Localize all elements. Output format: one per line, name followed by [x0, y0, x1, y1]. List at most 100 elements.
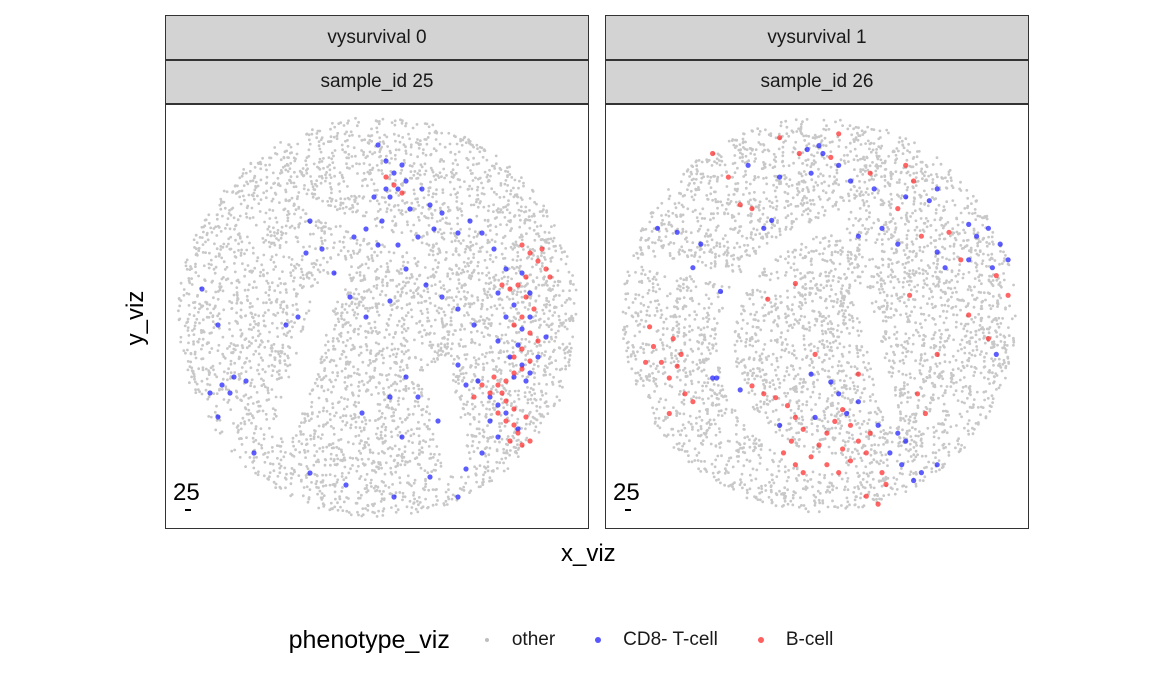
- point-cd8-t-cell-48: [911, 477, 917, 484]
- point-cd8-t-cell-21: [467, 218, 473, 224]
- point-cd8-t-cell-10: [427, 202, 433, 208]
- point-cd8-t-cell-9: [419, 186, 425, 192]
- legend-key-b-cell: [748, 627, 774, 653]
- point-b-cell-42: [824, 430, 830, 436]
- point-b-cell-20: [519, 366, 525, 372]
- point-b-cell-26: [511, 406, 517, 412]
- point-b-cell-49: [836, 470, 842, 476]
- point-cd8-t-cell-47: [295, 314, 301, 320]
- point-cd8-t-cell-19: [942, 265, 948, 271]
- point-b-cell-6: [867, 170, 873, 176]
- point-cd8-t-cell-1: [383, 158, 389, 164]
- point-cd8-t-cell-84: [535, 354, 541, 360]
- point-cd8-t-cell-18: [966, 257, 972, 263]
- series-cd8-t-cell: [654, 143, 1011, 484]
- point-b-cell-33: [784, 403, 791, 409]
- point-cd8-t-cell-12: [966, 221, 972, 227]
- point-cd8-t-cell-54: [487, 418, 493, 424]
- point-cd8-t-cell-27: [674, 229, 680, 235]
- y-axis-title: y_viz: [122, 290, 149, 346]
- legend-key-cd8-t-cell: [585, 627, 611, 653]
- point-cd8-t-cell-3: [399, 162, 405, 168]
- point-b-cell-34: [523, 414, 529, 420]
- point-cd8-t-cell-49: [455, 362, 461, 368]
- point-cd8-t-cell-77: [243, 378, 249, 384]
- point-cd8-t-cell-2: [391, 170, 397, 176]
- point-cd8-t-cell-32: [828, 379, 834, 385]
- point-b-cell-39: [800, 470, 806, 476]
- point-cd8-t-cell-7: [847, 178, 854, 184]
- point-b-cell-41: [816, 442, 822, 448]
- point-cd8-t-cell-39: [844, 410, 850, 417]
- point-cd8-t-cell-85: [543, 334, 549, 340]
- series-b-cell: [383, 174, 553, 448]
- point-cd8-t-cell-16: [375, 242, 381, 248]
- point-b-cell-22: [658, 359, 664, 365]
- point-b-cell-48: [847, 458, 854, 464]
- point-b-cell-37: [780, 450, 787, 456]
- point-cd8-t-cell-44: [887, 450, 893, 456]
- point-cd8-t-cell-25: [761, 225, 767, 231]
- point-cd8-t-cell-73: [207, 390, 213, 396]
- point-cd8-t-cell-7: [371, 194, 377, 200]
- point-cd8-t-cell-34: [812, 414, 818, 420]
- point-b-cell-33: [511, 422, 517, 428]
- scatter-svg-sample-25: 25: [173, 116, 578, 518]
- point-b-cell-0: [383, 174, 389, 180]
- other-cells: [621, 118, 1017, 514]
- point-cd8-t-cell-38: [714, 375, 720, 381]
- point-cd8-t-cell-21: [895, 241, 901, 247]
- point-cd8-t-cell-15: [351, 234, 357, 240]
- point-b-cell-16: [535, 338, 541, 344]
- point-cd8-t-cell-23: [491, 246, 497, 252]
- legend-key-other: [474, 627, 500, 653]
- point-cd8-t-cell-42: [895, 430, 901, 436]
- point-b-cell-44: [840, 407, 846, 413]
- point-b-cell-13: [993, 273, 999, 279]
- point-cd8-t-cell-81: [527, 370, 533, 376]
- point-cd8-t-cell-28: [654, 225, 661, 231]
- point-b-cell-10: [499, 282, 505, 288]
- point-b-cell-64: [855, 371, 861, 377]
- point-b-cell-35: [800, 426, 806, 432]
- point-cd8-t-cell-38: [423, 282, 429, 288]
- point-cd8-t-cell-72: [215, 414, 221, 420]
- point-b-cell-15: [527, 330, 533, 336]
- point-b-cell-20: [650, 343, 657, 350]
- point-b-cell-14: [907, 292, 913, 298]
- point-cd8-t-cell-16: [1005, 257, 1011, 263]
- point-cd8-t-cell-12: [439, 210, 445, 216]
- point-b-cell-46: [855, 438, 861, 444]
- point-cd8-t-cell-33: [836, 391, 842, 397]
- point-b-cell-45: [847, 422, 854, 428]
- point-cd8-t-cell-43: [331, 270, 337, 276]
- point-cd8-t-cell-49: [993, 351, 999, 357]
- point-b-cell-29: [515, 430, 521, 436]
- point-cd8-t-cell-29: [503, 314, 509, 320]
- point-b-cell-8: [515, 282, 521, 288]
- point-cd8-t-cell-55: [503, 410, 509, 416]
- point-b-cell-43: [832, 418, 838, 424]
- point-cd8-t-cell-75: [227, 390, 233, 396]
- point-cd8-t-cell-64: [359, 410, 365, 416]
- point-b-cell-5: [828, 154, 834, 160]
- point-b-cell-12: [531, 306, 537, 312]
- point-cd8-t-cell-58: [479, 450, 485, 456]
- point-cd8-t-cell-1: [777, 174, 783, 180]
- point-b-cell-37: [479, 382, 485, 388]
- point-cd8-t-cell-36: [737, 387, 743, 393]
- legend: phenotype_viz other CD8- T-cell B-cell: [0, 615, 1152, 665]
- point-b-cell-17: [765, 296, 771, 302]
- point-b-cell-60: [934, 351, 940, 357]
- point-cd8-t-cell-42: [347, 294, 353, 300]
- point-cd8-t-cell-0: [375, 142, 381, 148]
- point-b-cell-8: [911, 178, 917, 184]
- point-b-cell-36: [788, 438, 794, 444]
- point-cd8-t-cell-24: [769, 217, 775, 223]
- point-b-cell-59: [922, 410, 928, 417]
- point-cd8-t-cell-53: [495, 402, 501, 408]
- point-b-cell-62: [985, 336, 991, 342]
- point-b-cell-13: [519, 314, 525, 320]
- point-b-cell-58: [914, 391, 921, 397]
- point-b-cell-32: [527, 438, 533, 444]
